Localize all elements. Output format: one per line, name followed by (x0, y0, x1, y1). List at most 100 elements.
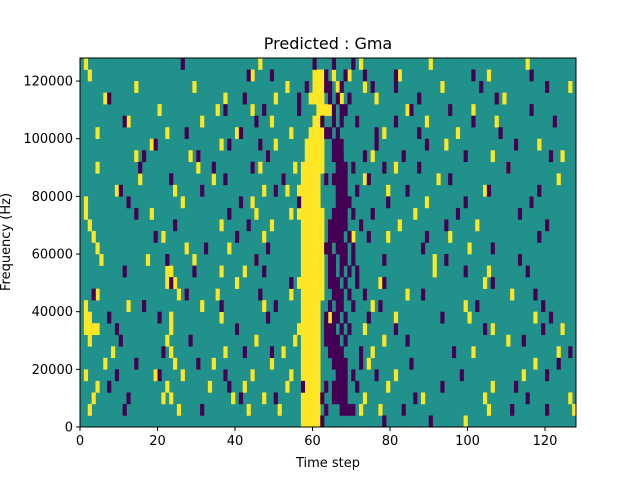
heatmap-cell-high (324, 104, 329, 116)
heatmap-cell-high (471, 104, 476, 116)
heatmap-cell-low (331, 254, 337, 266)
heatmap-cell-high (320, 127, 325, 140)
heatmap-cell-low (246, 219, 251, 232)
heatmap-cell-high (316, 323, 321, 336)
heatmap-cell-high (320, 207, 325, 220)
heatmap-cell-high (304, 346, 309, 359)
heatmap-cell-high (308, 346, 313, 359)
heatmap-cell-low (393, 115, 399, 128)
heatmap-cell-high (312, 230, 317, 243)
heatmap-cell-high (196, 161, 201, 174)
heatmap-cell-low (370, 81, 375, 93)
heatmap-cell-low (254, 115, 259, 128)
heatmap-cell-high (87, 219, 92, 232)
heatmap-cell-low (343, 219, 348, 232)
heatmap-cell-low (242, 346, 247, 359)
heatmap-cell-high (328, 311, 333, 324)
heatmap-cell-high (312, 392, 317, 405)
heatmap-cell-high (308, 311, 313, 324)
heatmap-cell-low (142, 300, 147, 312)
heatmap-cell-low (335, 92, 340, 105)
heatmap-cell-high (455, 127, 461, 140)
heatmap-cell-high (304, 138, 309, 151)
heatmap-cell-low (335, 311, 340, 324)
heatmap-cell-high (393, 161, 399, 174)
heatmap-cell-low (374, 127, 379, 140)
heatmap-cell-high (320, 81, 325, 93)
heatmap-cell-low (324, 311, 329, 324)
heatmap-cell-high (378, 403, 383, 416)
heatmap-cell-high (320, 265, 325, 278)
heatmap-cell-low (331, 138, 337, 151)
heatmap-cell-high (289, 207, 294, 220)
heatmap-cell-high (533, 311, 538, 324)
heatmap-cell-low (339, 219, 344, 232)
heatmap-cell-low (343, 104, 348, 116)
heatmap-cell-high (180, 196, 185, 209)
heatmap-cell-low (537, 230, 542, 243)
heatmap-cell-low (246, 69, 251, 82)
heatmap-cell-low (339, 196, 344, 209)
heatmap-cell-high (297, 207, 302, 220)
heatmap-cell-low (440, 380, 445, 393)
heatmap-cell-low (328, 300, 333, 312)
heatmap-cell-low (331, 104, 337, 116)
heatmap-cell-low (362, 69, 368, 82)
heatmap-cell-high (424, 115, 430, 128)
heatmap-cell-high (308, 288, 313, 301)
heatmap-cell-low (328, 92, 333, 105)
heatmap-cell-high (300, 415, 306, 428)
heatmap-cell-low (343, 196, 348, 209)
heatmap-cell-low (324, 173, 329, 186)
heatmap-cell-high (277, 403, 282, 416)
heatmap-cell-low (498, 127, 503, 140)
heatmap-cell-low (331, 150, 337, 163)
heatmap-cell-high (316, 150, 321, 163)
heatmap-cell-high (308, 92, 313, 105)
heatmap-cell-high (289, 288, 294, 301)
heatmap-cell-high (95, 242, 100, 255)
heatmap-cell-low (343, 357, 348, 370)
heatmap-cell-high (316, 357, 321, 370)
heatmap-cell-high (207, 380, 213, 393)
heatmap-cell-low (343, 369, 348, 382)
heatmap-cell-low (339, 323, 344, 336)
heatmap-cell-high (312, 69, 317, 82)
heatmap-cell-high (312, 207, 317, 220)
heatmap-cell-high (320, 230, 325, 243)
heatmap-cell-high (316, 311, 321, 324)
heatmap-cell-high (308, 357, 313, 370)
heatmap-cell-high (316, 184, 321, 197)
heatmap-cell-low (328, 254, 333, 266)
heatmap-cell-low (184, 288, 189, 301)
heatmap-cell-high (223, 346, 228, 359)
heatmap-cell-high (440, 81, 445, 93)
heatmap-cell-high (219, 311, 224, 324)
heatmap-cell-low (204, 242, 209, 255)
heatmap-cell-high (289, 369, 294, 382)
heatmap-cell-low (328, 334, 333, 347)
heatmap-cell-high (176, 403, 182, 416)
heatmap-cell-high (258, 161, 263, 174)
heatmap-cell-high (316, 415, 321, 428)
heatmap-cell-low (444, 219, 449, 232)
heatmap-cell-high (304, 207, 309, 220)
heatmap-cell-low (122, 115, 127, 128)
heatmap-cell-high (316, 288, 321, 301)
heatmap-cell-low (351, 161, 356, 174)
heatmap-cell-high (320, 254, 325, 266)
heatmap-cell-high (304, 242, 309, 255)
heatmap-cell-high (149, 138, 154, 151)
heatmap-cell-high (161, 230, 166, 243)
heatmap-cell-high (374, 92, 379, 105)
heatmap-cell-low (525, 265, 530, 278)
heatmap-cell-low (548, 150, 554, 163)
heatmap-cell-high (386, 230, 391, 243)
heatmap-cell-high (184, 242, 189, 255)
x-tick-label: 80 (382, 434, 399, 449)
heatmap-cell-low (529, 104, 534, 116)
heatmap-cell-high (370, 346, 375, 359)
heatmap-cell-low (359, 357, 364, 370)
heatmap-cell-high (312, 334, 317, 347)
